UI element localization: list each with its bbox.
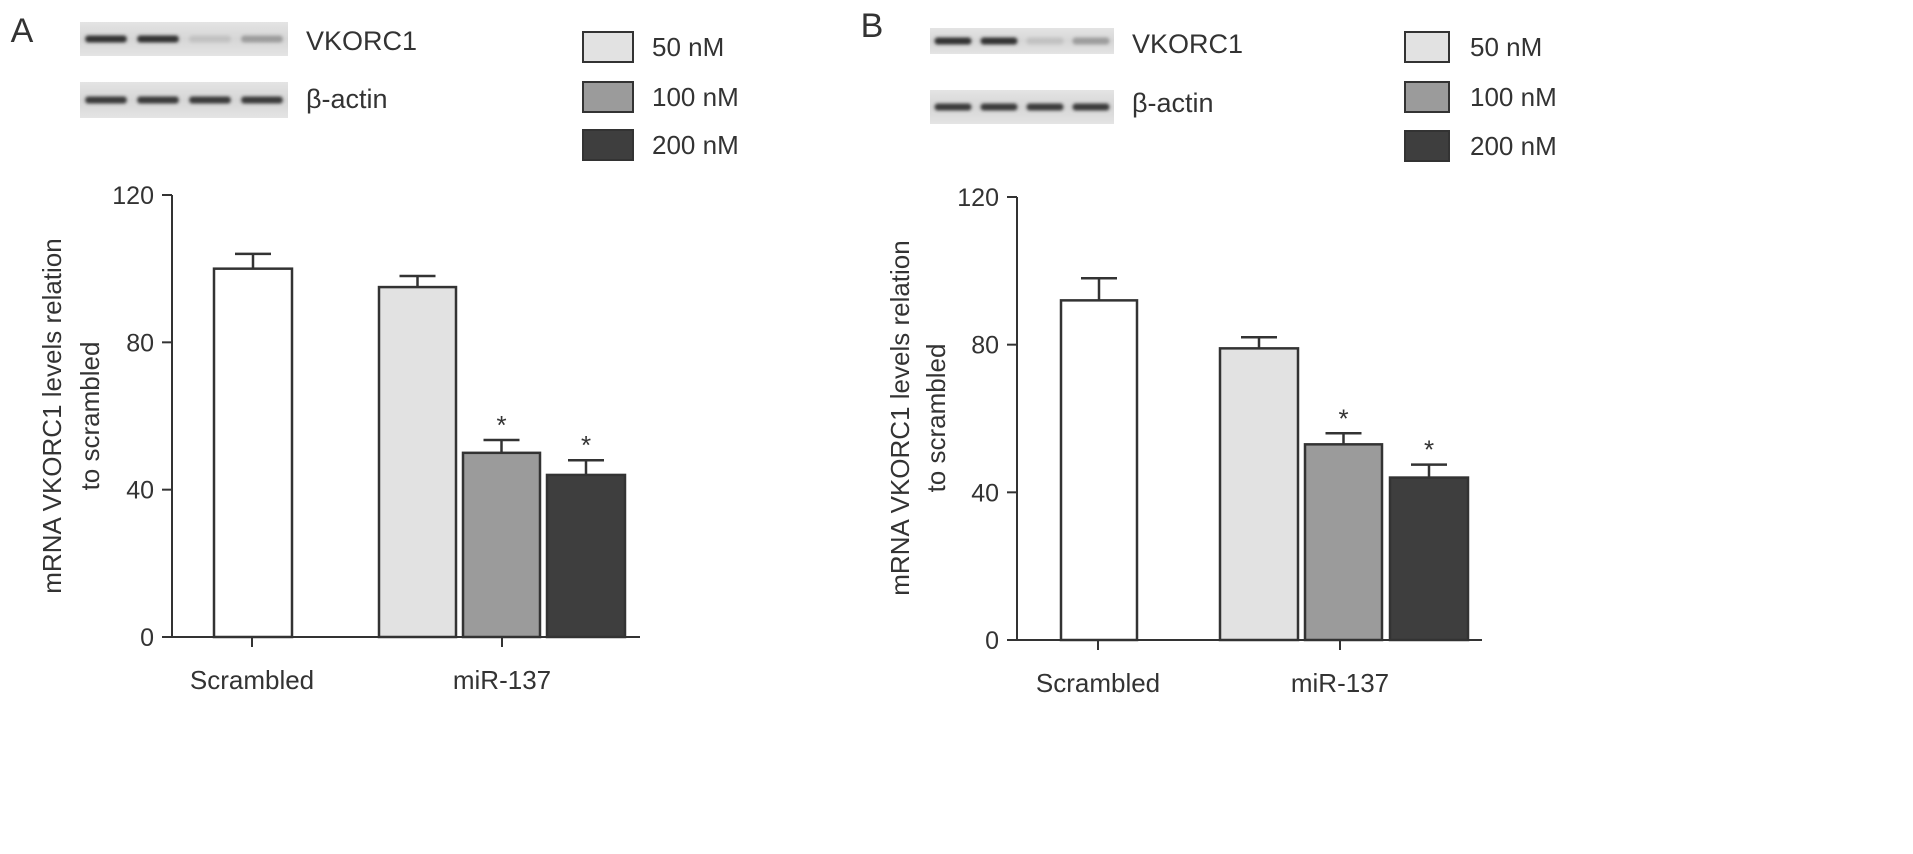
- bar: [1388, 476, 1470, 642]
- blot-band: [1072, 103, 1110, 111]
- legend-label: 50 nM: [652, 32, 724, 62]
- legend-label: 200 nM: [1470, 131, 1557, 161]
- blot-band: [241, 96, 283, 104]
- panel-b: B VKORC1 β-actin 50 nM 100 nM 200 nM 0 40 80 120 m…: [861, 7, 1557, 698]
- y-tick-label: 80: [126, 329, 154, 357]
- y-tick-label: 0: [140, 624, 154, 652]
- significance-asterisk: *: [1424, 435, 1434, 465]
- beta-actin-blot: [930, 90, 1114, 124]
- y-axis-label: to scrambled: [921, 344, 951, 493]
- blot-band: [1026, 103, 1064, 111]
- blot-band: [85, 96, 127, 104]
- bar: [1218, 347, 1300, 642]
- blot-band: [934, 37, 972, 45]
- bar: [212, 267, 294, 639]
- bar: [1303, 443, 1384, 642]
- blot-band: [189, 96, 231, 104]
- blot-band: [241, 35, 283, 43]
- y-axis-label: mRNA VKORC1 levels relation: [37, 238, 67, 593]
- blot-band: [934, 103, 972, 111]
- legend-label: 50 nM: [1470, 32, 1542, 62]
- y-tick-label: 0: [985, 627, 999, 655]
- legend-label: 200 nM: [652, 130, 739, 160]
- beta-actin-blot: [80, 82, 288, 118]
- legend-swatch: [582, 31, 634, 63]
- x-tick-label: Scrambled: [190, 665, 314, 695]
- bar: [377, 285, 458, 639]
- y-tick-label: 40: [971, 479, 999, 507]
- y-tick-label: 120: [112, 182, 154, 210]
- y-axis-label: mRNA VKORC1 levels relation: [885, 240, 915, 595]
- panel-a: A VKORC1 β-actin 50 nM 100 nM 200 nM 0 40 80 120 m…: [11, 12, 739, 695]
- x-tick-label: Scrambled: [1036, 668, 1160, 698]
- vkorc1-blot: [930, 28, 1114, 54]
- blot-label-vkorc1: VKORC1: [1132, 29, 1243, 59]
- blot-band: [137, 96, 179, 104]
- x-tick-label: miR-137: [1291, 668, 1389, 698]
- blot-label-vkorc1: VKORC1: [306, 26, 417, 56]
- blot-band: [980, 103, 1018, 111]
- significance-asterisk: *: [496, 410, 506, 440]
- legend-swatch: [582, 81, 634, 113]
- significance-asterisk: *: [581, 430, 591, 460]
- blot-band: [189, 35, 231, 43]
- legend-swatch: [1404, 81, 1450, 113]
- y-axis-label: to scrambled: [75, 342, 105, 491]
- blot-label-beta-actin: β-actin: [1132, 88, 1214, 118]
- legend-label: 100 nM: [652, 82, 739, 112]
- legend-label: 100 nM: [1470, 82, 1557, 112]
- panel-label: A: [11, 12, 34, 50]
- panel-label: B: [861, 7, 884, 45]
- vkorc1-blot: [80, 22, 288, 56]
- blot-band: [1026, 37, 1064, 45]
- blot-band: [1072, 37, 1110, 45]
- bar: [545, 473, 627, 639]
- significance-asterisk: *: [1338, 403, 1348, 433]
- bar: [1059, 299, 1139, 642]
- blot-label-beta-actin: β-actin: [306, 84, 388, 114]
- blot-band: [85, 35, 127, 43]
- legend-swatch: [1404, 130, 1450, 162]
- legend-swatch: [582, 129, 634, 161]
- y-tick-label: 80: [971, 332, 999, 360]
- blot-band: [137, 35, 179, 43]
- y-tick-label: 40: [126, 477, 154, 505]
- y-tick-label: 120: [957, 184, 999, 212]
- blot-band: [980, 37, 1018, 45]
- bar: [461, 451, 542, 639]
- x-tick-label: miR-137: [453, 665, 551, 695]
- legend-swatch: [1404, 31, 1450, 63]
